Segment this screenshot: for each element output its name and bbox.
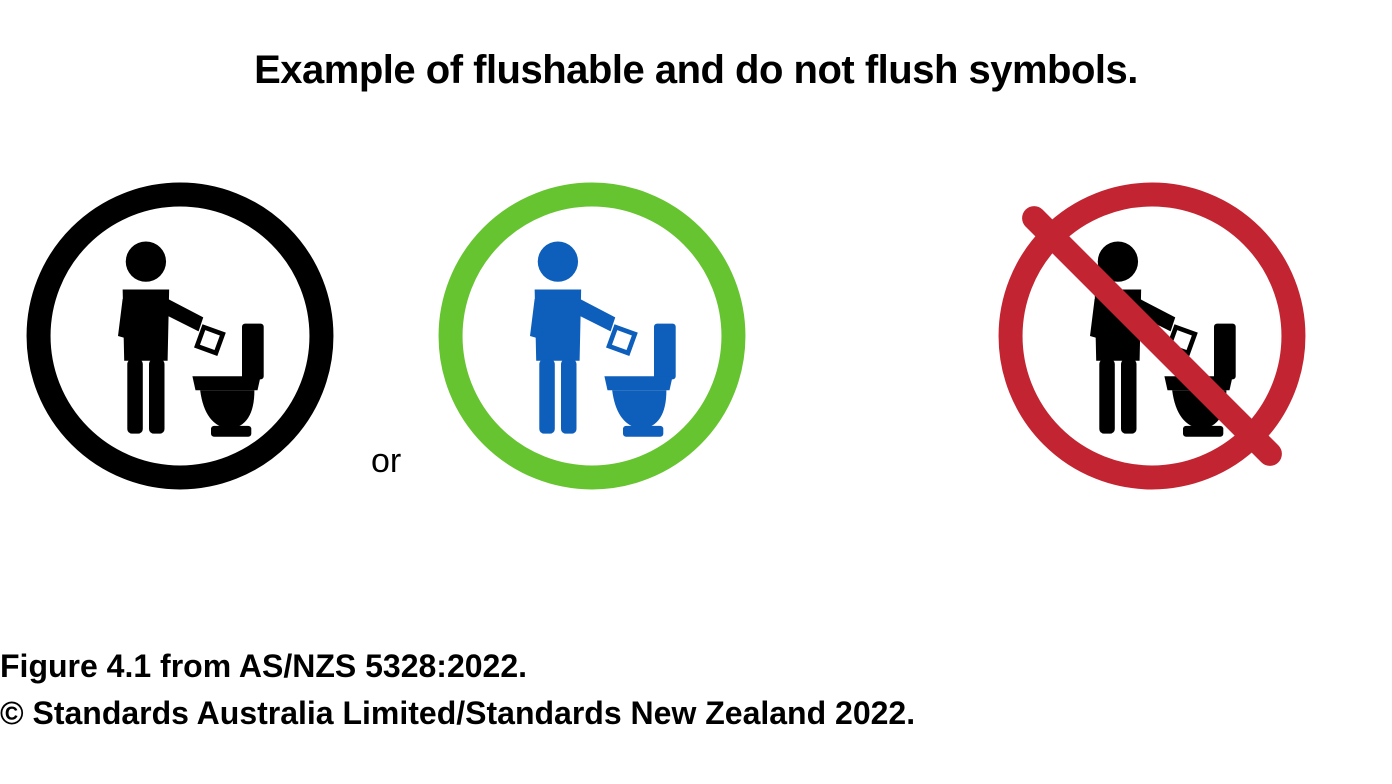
flushable-black-icon bbox=[25, 181, 335, 491]
do-not-flush-symbol bbox=[997, 181, 1307, 491]
footer-line-2: © Standards Australia Limited/Standards … bbox=[0, 690, 915, 736]
or-label: or bbox=[371, 442, 401, 491]
flushable-symbol-green bbox=[437, 181, 747, 491]
flushable-green-icon bbox=[437, 181, 747, 491]
footer-attribution: Figure 4.1 from AS/NZS 5328:2022. © Stan… bbox=[0, 643, 915, 736]
infographic-title: Example of flushable and do not flush sy… bbox=[0, 0, 1392, 93]
symbols-row: or bbox=[0, 181, 1392, 491]
flushable-symbol-black bbox=[25, 181, 335, 491]
do-not-flush-icon bbox=[997, 181, 1307, 491]
footer-line-1: Figure 4.1 from AS/NZS 5328:2022. bbox=[0, 643, 915, 689]
